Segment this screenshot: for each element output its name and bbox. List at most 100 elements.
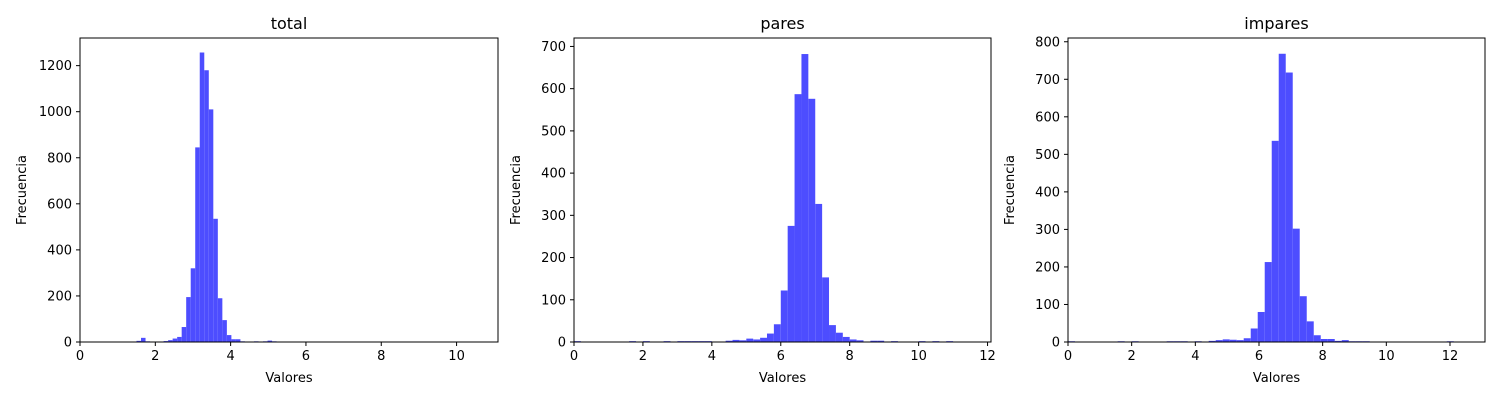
y-axis-label: Frecuencia <box>509 155 524 225</box>
histogram-bar <box>1278 53 1286 342</box>
histogram-bar <box>1271 140 1279 342</box>
histogram-bar <box>870 340 878 342</box>
histogram-bar <box>267 340 273 342</box>
histogram-bar <box>877 340 885 342</box>
x-axis-label: Valores <box>1253 371 1300 386</box>
histogram-bar <box>231 339 236 342</box>
x-tick-label: 6 <box>777 349 785 364</box>
histogram-bar <box>1320 339 1328 342</box>
histogram-bar <box>732 339 740 342</box>
histogram-bar <box>217 298 223 342</box>
histogram-bar <box>186 297 191 342</box>
histogram-bar <box>780 290 788 342</box>
y-tick-label: 100 <box>1035 298 1060 313</box>
histogram-bar <box>1299 296 1307 342</box>
y-tick-label: 0 <box>1052 336 1060 351</box>
histogram-bar <box>1250 328 1258 342</box>
y-tick-label: 400 <box>541 167 566 182</box>
histogram-bar <box>1264 262 1272 342</box>
histogram-bar <box>208 109 214 342</box>
histogram-bar <box>1243 338 1251 342</box>
histogram-bar <box>808 98 816 342</box>
histogram-bar <box>177 336 182 342</box>
histogram-bar <box>190 268 196 342</box>
histogram-bar <box>794 94 802 342</box>
x-axis-label: Valores <box>265 371 312 386</box>
y-tick-label: 300 <box>1035 223 1060 238</box>
y-tick-label: 1200 <box>39 59 72 74</box>
subplot-title: pares <box>760 14 804 33</box>
histogram-bar <box>815 203 823 342</box>
y-tick-label: 300 <box>541 209 566 224</box>
y-tick-label: 500 <box>1035 148 1060 163</box>
x-tick-label: 10 <box>1378 349 1395 364</box>
subplot-title: total <box>271 14 308 33</box>
histogram-bar <box>801 54 809 342</box>
histogram-bar <box>787 225 795 342</box>
y-tick-label: 1000 <box>39 105 72 120</box>
y-tick-label: 0 <box>558 336 566 351</box>
x-tick-label: 12 <box>1442 349 1459 364</box>
x-tick-label: 8 <box>1319 349 1327 364</box>
subplot-pares: 0 2 4 6 8 10 12 0 100 200 300 400 500 600 700 pares Valo… <box>509 14 996 386</box>
x-tick-label: 0 <box>76 349 84 364</box>
histogram-bar <box>746 338 754 342</box>
histogram-bar <box>835 332 843 342</box>
x-tick-label: 4 <box>708 349 716 364</box>
x-tick-label: 0 <box>570 349 578 364</box>
histogram-bar <box>213 218 218 342</box>
x-tick-label: 2 <box>639 349 647 364</box>
histogram-bar <box>136 340 142 342</box>
y-tick-label: 400 <box>47 243 72 258</box>
histogram-bar <box>1285 72 1293 342</box>
histogram-bar <box>204 70 209 343</box>
histogram-bar <box>168 340 173 342</box>
x-tick-label: 4 <box>226 349 234 364</box>
subplot-total: 0 2 4 6 8 10 0 200 400 600 800 1000 1200 total Valores… <box>15 14 499 386</box>
x-tick-label: 2 <box>1128 349 1136 364</box>
subplot-title: impares <box>1244 14 1308 33</box>
histogram-bar <box>1257 311 1265 342</box>
x-tick-label: 10 <box>448 349 465 364</box>
histogram-bar <box>1236 340 1244 342</box>
axes-frame <box>79 37 499 343</box>
histogram-bar <box>141 337 146 342</box>
histogram-bar <box>849 339 857 342</box>
histogram-bar <box>1334 340 1342 342</box>
y-axis-label: Frecuencia <box>15 155 30 225</box>
histogram-bar <box>1313 335 1321 342</box>
histogram-bar <box>822 277 830 342</box>
histogram-bar <box>856 340 864 342</box>
y-tick-label: 700 <box>1035 73 1060 88</box>
histogram-bar <box>1229 339 1237 342</box>
histogram-bar <box>195 147 200 342</box>
histogram-bar <box>773 324 781 342</box>
histogram-bar <box>766 333 774 342</box>
axes-frame <box>573 37 992 343</box>
histogram-bar <box>172 338 178 342</box>
histogram-bar <box>1208 340 1216 342</box>
x-tick-label: 4 <box>1191 349 1199 364</box>
histogram-bar <box>753 339 761 342</box>
histogram-bar <box>1292 228 1300 342</box>
y-tick-label: 700 <box>541 40 566 55</box>
y-tick-label: 400 <box>1035 185 1060 200</box>
histogram-bar <box>181 327 187 342</box>
x-tick-label: 8 <box>377 349 385 364</box>
y-tick-label: 600 <box>1035 110 1060 125</box>
y-tick-label: 200 <box>1035 260 1060 275</box>
y-tick-label: 0 <box>64 336 72 351</box>
histogram-bar <box>829 325 836 342</box>
histogram-bar <box>199 52 205 342</box>
histogram-bar <box>226 335 232 342</box>
x-tick-label: 0 <box>1064 349 1072 364</box>
histogram-bar <box>1215 340 1223 342</box>
x-axis-label: Valores <box>759 371 806 386</box>
y-tick-label: 500 <box>541 124 566 139</box>
y-tick-label: 800 <box>1035 35 1060 50</box>
x-tick-label: 6 <box>302 349 310 364</box>
histogram-bar <box>1327 339 1335 342</box>
histogram-bar <box>1341 340 1349 342</box>
y-axis-label: Frecuencia <box>1003 155 1018 225</box>
